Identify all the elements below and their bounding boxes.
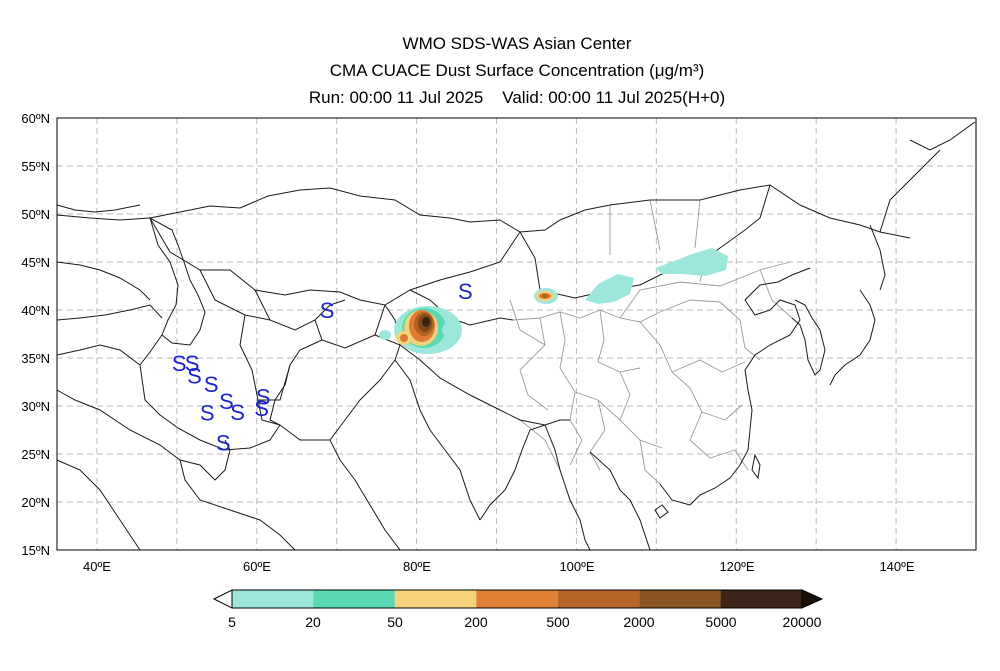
colorbar-cell: [232, 590, 314, 608]
dust-plume-tarim: [379, 306, 462, 354]
map-frame: [56, 117, 977, 551]
title-line-3: Run: 00:00 11 Jul 2025 Valid: 00:00 11 J…: [309, 88, 725, 107]
lon-tick-label: 40ºE: [83, 559, 111, 574]
colorbar-cell: [394, 590, 477, 608]
map-area: SSS SSS SS S SSS: [56, 117, 977, 551]
dust-station-marker: S: [256, 384, 271, 409]
dust-plume-gobi: [534, 288, 558, 304]
lat-tick-label: 15ºN: [21, 543, 50, 558]
dust-plume-mongolia-west: [585, 274, 634, 304]
lon-tick-label: 140ºE: [879, 559, 914, 574]
dust-station-marker: S: [230, 400, 245, 425]
colorbar-labels: 5 20 50 200 500 2000 5000 20000: [228, 614, 822, 630]
latitude-labels: 60ºN 55ºN 50ºN 45ºN 40ºN 35ºN 30ºN 25ºN …: [21, 111, 50, 558]
dust-station-marker: S: [187, 363, 202, 388]
colorbar-label: 20000: [783, 614, 822, 630]
dust-station-marker: S: [254, 396, 269, 421]
colorbar-under-triangle: [212, 589, 233, 609]
lat-tick-label: 60ºN: [21, 111, 50, 126]
colorbar-frame: [231, 589, 803, 609]
lat-tick-label: 35ºN: [21, 351, 50, 366]
title-line-1: WMO SDS-WAS Asian Center: [403, 34, 632, 53]
lon-tick-label: 80ºE: [403, 559, 431, 574]
dust-stations: SSS SSS SS S SSS: [172, 279, 473, 456]
dust-station-marker: S: [172, 351, 187, 376]
dust-station-marker: S: [320, 298, 335, 323]
colorbar-over-triangle: [801, 589, 824, 609]
lat-tick-label: 45ºN: [21, 255, 50, 270]
dust-station-marker: S: [185, 351, 200, 376]
colorbar-cell: [639, 590, 721, 608]
colorbar-cell: [557, 590, 640, 608]
colorbar-cells: [232, 590, 802, 608]
colorbar-cell: [476, 590, 558, 608]
dust-plume-mongolia-east: [655, 248, 728, 276]
colorbar-label: 50: [387, 614, 403, 630]
dust-contour-5000: [422, 317, 430, 327]
dust-station-marker: S: [458, 279, 473, 304]
dust-station-marker: S: [204, 372, 219, 397]
lat-tick-label: 55ºN: [21, 159, 50, 174]
lat-tick-label: 25ºN: [21, 447, 50, 462]
title-line-2: CMA CUACE Dust Surface Concentration (μg…: [330, 61, 704, 80]
dust-plume-tarim-east: [442, 321, 462, 339]
colorbar-cell: [720, 590, 802, 608]
colorbar-label: 5000: [705, 614, 736, 630]
lat-tick-label: 50ºN: [21, 207, 50, 222]
lon-tick-label: 100ºE: [559, 559, 594, 574]
colorbar-label: 500: [546, 614, 570, 630]
colorbar-label: 2000: [623, 614, 654, 630]
dust-concentration-layer: [379, 248, 728, 354]
country-boundaries: [56, 121, 976, 551]
map-background: [57, 118, 976, 550]
dust-station-marker: S: [216, 430, 231, 455]
dust-plume-tarim-south: [379, 330, 391, 340]
lat-tick-label: 30ºN: [21, 399, 50, 414]
colorbar: 5 20 50 200 500 2000 5000 20000: [212, 589, 824, 630]
dust-station-marker: S: [219, 389, 234, 414]
lat-tick-label: 20ºN: [21, 495, 50, 510]
lat-tick-label: 40ºN: [21, 303, 50, 318]
colorbar-label: 5: [228, 614, 236, 630]
dust-contour-gobi-500: [542, 294, 548, 298]
dust-station-marker: S: [200, 401, 215, 426]
dust-plume-tarim-west-core: [400, 334, 408, 342]
province-boundaries: [509, 199, 793, 485]
lon-tick-label: 60ºE: [243, 559, 271, 574]
lon-tick-label: 120ºE: [719, 559, 754, 574]
colorbar-label: 200: [464, 614, 488, 630]
colorbar-cell: [313, 590, 395, 608]
colorbar-label: 20: [305, 614, 321, 630]
longitude-labels: 40ºE 60ºE 80ºE 100ºE 120ºE 140ºE: [83, 559, 915, 574]
